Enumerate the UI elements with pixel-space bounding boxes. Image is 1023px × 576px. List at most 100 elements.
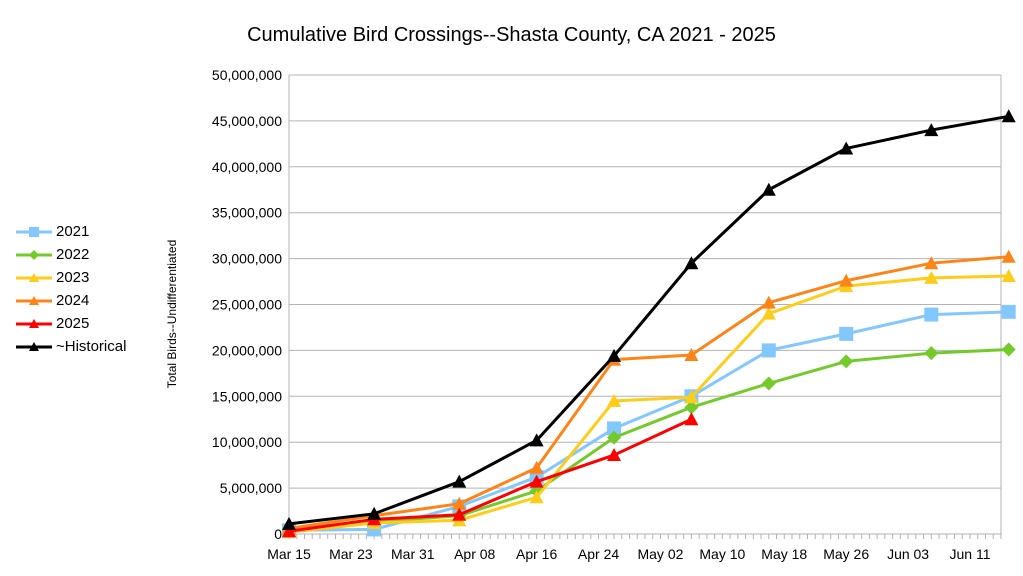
data-point-triangle	[282, 524, 296, 538]
data-point-triangle	[529, 490, 544, 504]
data-point-triangle	[924, 270, 939, 284]
data-point-triangle	[761, 295, 776, 309]
y-tick-label: 30,000,000	[212, 251, 282, 267]
data-point-triangle	[29, 295, 39, 305]
data-point-square	[607, 421, 622, 436]
data-point-triangle	[452, 507, 467, 521]
x-tick-label: Apr 16	[516, 546, 557, 562]
series-2023	[282, 269, 1016, 539]
legend-swatch-icon	[16, 249, 52, 260]
data-point-triangle	[452, 474, 467, 488]
x-tick-label: Jun 03	[887, 546, 929, 562]
data-point-triangle	[924, 123, 939, 137]
data-point-diamond	[924, 346, 939, 361]
y-tick-label: 25,000,000	[212, 297, 282, 313]
data-point-diamond	[684, 400, 699, 415]
series-line	[288, 347, 1009, 533]
x-tick-label: Mar 23	[329, 546, 373, 562]
y-tick-label: 50,000,000	[212, 67, 282, 83]
legend-label: 2021	[56, 223, 90, 240]
data-point-diamond	[29, 249, 39, 260]
data-point-triangle	[607, 448, 622, 462]
data-point-diamond	[761, 376, 776, 391]
data-point-triangle	[282, 516, 296, 530]
x-tick-label: Mar 31	[391, 546, 435, 562]
data-point-triangle	[684, 347, 699, 361]
series-line	[288, 255, 1009, 530]
legend-label: ~Historical	[56, 338, 127, 355]
legend-label: 2022	[56, 246, 90, 263]
legend-item: 2022	[16, 243, 126, 266]
data-point-square	[924, 307, 939, 322]
series-line	[288, 274, 1009, 534]
data-point-square	[1001, 304, 1016, 319]
legend-swatch-icon	[16, 295, 52, 305]
legend-item: 2021	[16, 220, 126, 243]
data-point-diamond	[1001, 342, 1016, 357]
data-point-triangle	[529, 460, 544, 474]
series-2021	[282, 304, 1016, 538]
data-point-diamond	[839, 354, 854, 369]
data-point-triangle	[29, 318, 39, 328]
y-tick-label: 15,000,000	[212, 388, 282, 404]
data-point-triangle	[452, 496, 467, 510]
legend: 2021 2022 2023 2024 2025 ~Historical	[16, 220, 126, 358]
series-line	[288, 417, 693, 533]
legend-swatch-icon	[16, 272, 52, 282]
x-tick-label: May 10	[699, 546, 745, 562]
data-point-square	[839, 326, 854, 341]
x-tick-label: Apr 08	[454, 546, 495, 562]
data-point-triangle	[684, 390, 699, 404]
data-point-triangle	[29, 272, 39, 282]
data-point-triangle	[924, 256, 939, 270]
y-tick-label: 35,000,000	[212, 205, 282, 221]
y-tick-label: 20,000,000	[212, 342, 282, 358]
y-tick-label: 40,000,000	[212, 159, 282, 175]
data-point-triangle	[607, 348, 622, 362]
data-point-triangle	[607, 393, 622, 407]
series-2025	[282, 412, 699, 538]
data-point-diamond	[607, 430, 622, 445]
series-historical	[282, 109, 1016, 530]
data-point-triangle	[1001, 269, 1016, 283]
x-tick-label: May 18	[761, 546, 807, 562]
data-point-triangle	[29, 341, 39, 351]
x-tick-label: Jun 11	[950, 546, 991, 562]
legend-item: 2023	[16, 266, 126, 289]
legend-item: 2024	[16, 289, 126, 312]
data-point-triangle	[684, 412, 699, 426]
legend-label: 2024	[56, 292, 90, 309]
x-tick-label: May 26	[823, 546, 869, 562]
x-tick-label: Mar 15	[267, 546, 311, 562]
legend-label: 2025	[56, 315, 90, 332]
legend-item: ~Historical	[16, 335, 126, 358]
series-line	[288, 310, 1009, 532]
legend-label: 2023	[56, 269, 90, 286]
legend-swatch-icon	[16, 318, 52, 328]
y-tick-label: 5,000,000	[220, 480, 282, 496]
data-point-triangle	[684, 256, 699, 270]
y-tick-label: 10,000,000	[212, 434, 282, 450]
data-point-triangle	[839, 141, 854, 155]
data-point-triangle	[529, 474, 544, 488]
data-point-square	[29, 226, 39, 237]
y-tick-label: 0	[274, 526, 282, 542]
series-2024	[282, 249, 1016, 535]
data-point-triangle	[367, 506, 382, 520]
legend-item: 2025	[16, 312, 126, 335]
series-line	[288, 114, 1009, 526]
data-point-triangle	[529, 433, 544, 447]
data-point-triangle	[1001, 109, 1016, 123]
x-tick-label: May 02	[637, 546, 683, 562]
legend-swatch-icon	[16, 341, 52, 351]
legend-swatch-icon	[16, 226, 52, 237]
chart-title: Cumulative Bird Crossings--Shasta County…	[247, 24, 776, 46]
data-point-triangle	[1001, 249, 1016, 263]
data-point-triangle	[761, 306, 776, 320]
x-tick-label: Apr 24	[578, 546, 619, 562]
data-point-square	[761, 343, 776, 358]
data-point-triangle	[839, 273, 854, 287]
data-point-triangle	[761, 182, 776, 196]
y-tick-label: 45,000,000	[212, 113, 282, 129]
